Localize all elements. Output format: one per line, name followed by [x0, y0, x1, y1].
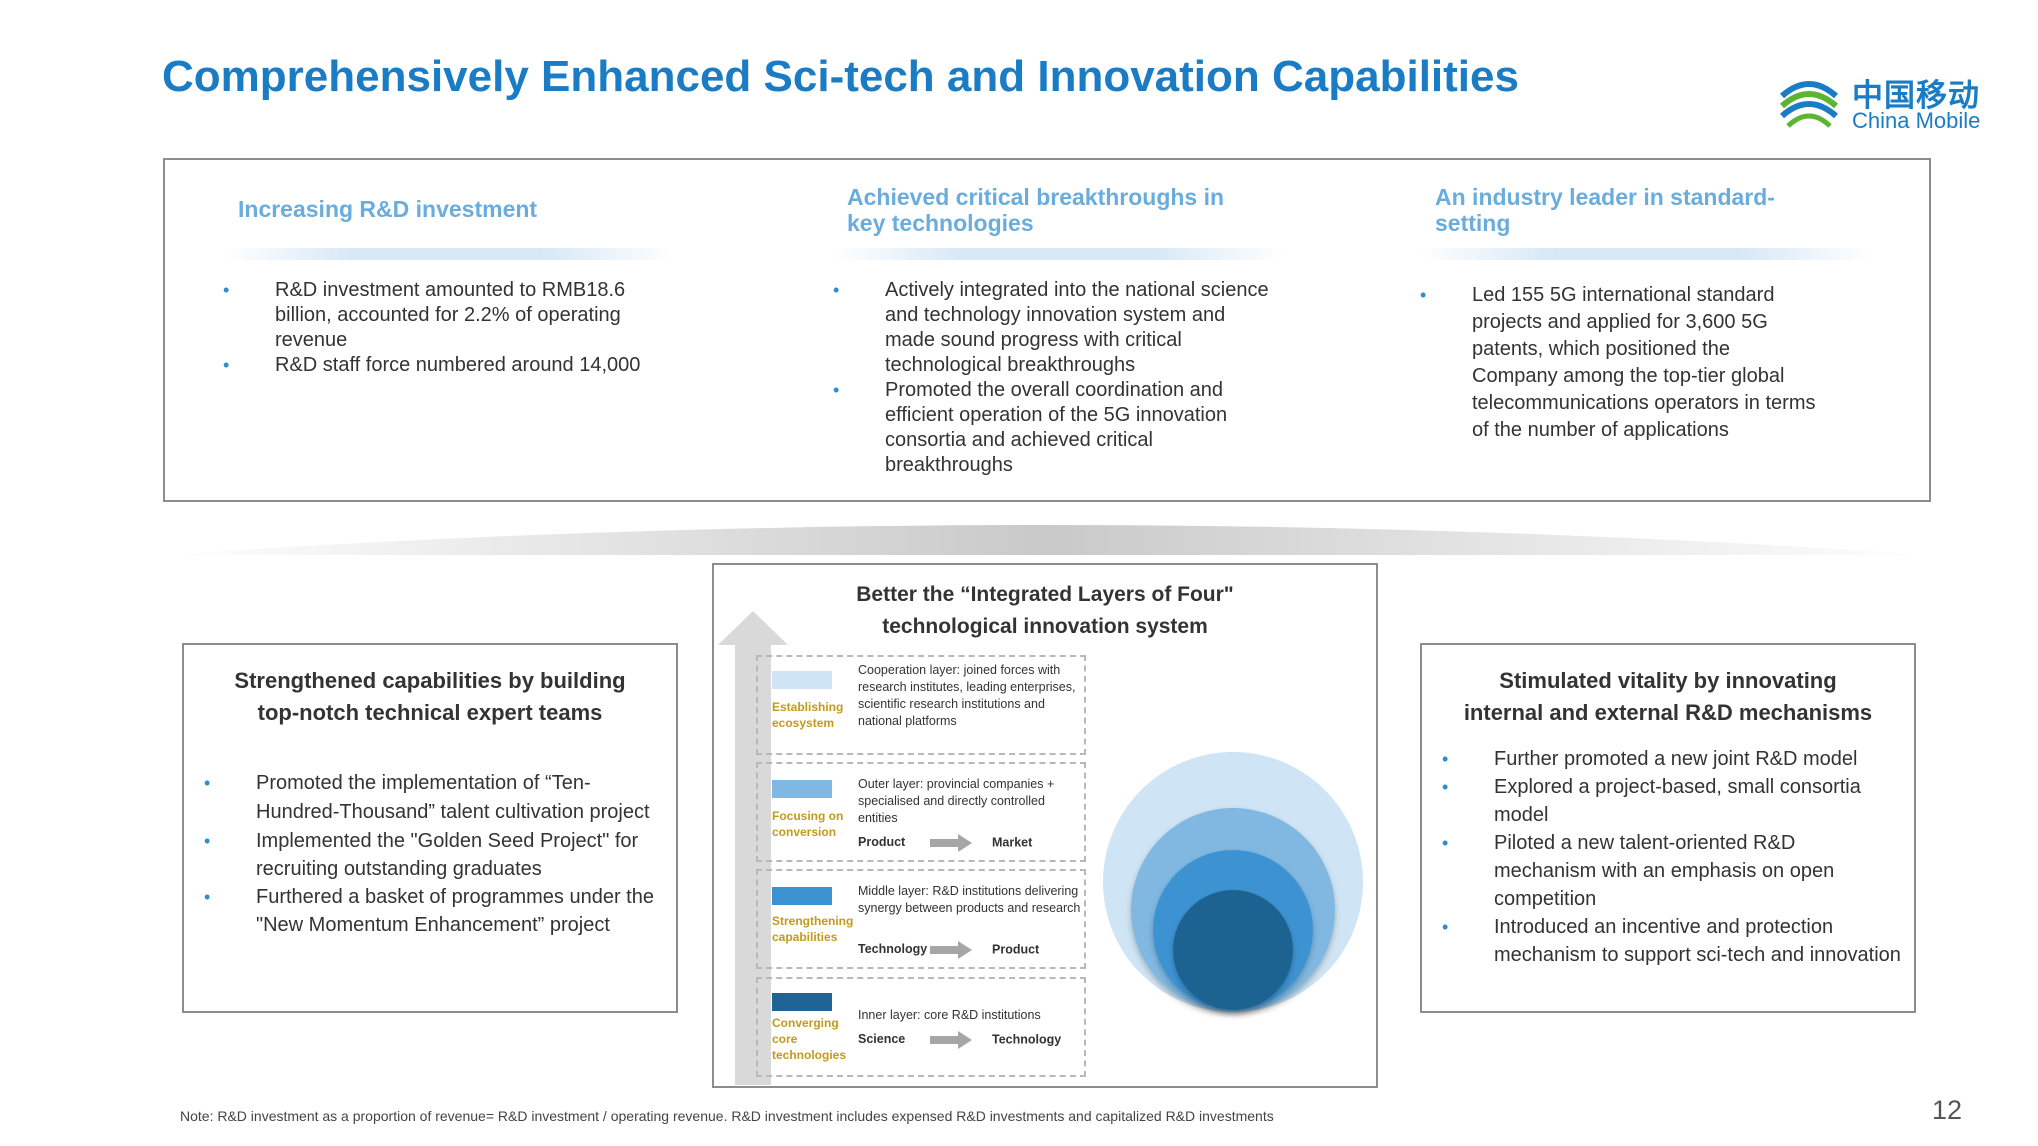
- layer-name: Strengthening capabilities: [772, 914, 854, 944]
- arrow-right-icon: [930, 834, 972, 852]
- right-panel-rd-mechanisms: Stimulated vitality by innovating intern…: [1420, 643, 1916, 1013]
- column-heading-standard-setting: An industry leader in standard-setting: [1435, 184, 1775, 236]
- layer-color-swatch: [772, 671, 832, 689]
- layer-middle: Strengthening capabilities Middle layer:…: [756, 869, 1086, 969]
- left-panel-expert-teams: Strengthened capabilities by building to…: [182, 643, 678, 1013]
- list-item: R&D staff force numbered around 14,000: [223, 353, 643, 378]
- logo-chinese-text: 中国移动: [1852, 78, 1980, 113]
- layer-name: Focusing on conversion: [772, 809, 844, 839]
- page-number: 12: [1932, 1095, 1963, 1125]
- concentric-layers-graphic: [1103, 752, 1363, 1012]
- layer-inner: Converging core technologies Inner layer…: [756, 977, 1086, 1077]
- layer-color-swatch: [772, 887, 832, 905]
- flow-from: Science: [858, 1032, 906, 1047]
- page-title: Comprehensively Enhanced Sci-tech and In…: [162, 52, 1519, 101]
- column-heading-breakthroughs: Achieved critical breakthroughs in key t…: [847, 184, 1225, 236]
- arrow-right-icon: [930, 1031, 972, 1049]
- heading-underline: [833, 248, 1285, 260]
- layer-description: Outer layer: provincial companies + spec…: [858, 777, 1055, 825]
- list-item: R&D investment amounted to RMB18.6 billi…: [223, 278, 643, 353]
- flow-to: Technology: [992, 1032, 1062, 1047]
- column-heading-rd-investment: Increasing R&D investment: [238, 196, 538, 222]
- list-item: Led 155 5G international standard projec…: [1420, 282, 1820, 444]
- list-item: Further promoted a new joint R&D model: [1442, 745, 1902, 773]
- list-item: Piloted a new talent-oriented R&D mechan…: [1442, 829, 1902, 913]
- flow-to: Product: [992, 942, 1040, 957]
- layer-cooperation: Establishing ecosystem Cooperation layer…: [756, 655, 1086, 755]
- list-item: Promoted the overall coordination and ef…: [833, 378, 1278, 478]
- layer-outer: Focusing on conversion Outer layer: prov…: [756, 762, 1086, 862]
- circle-inner-layer: [1173, 890, 1293, 1010]
- bullet-list: Actively integrated into the national sc…: [833, 278, 1278, 478]
- layer-flow: Product Market: [858, 834, 1032, 852]
- arrow-right-icon: [930, 941, 972, 959]
- list-item: Furthered a basket of programmes under t…: [204, 883, 654, 939]
- layer-description: Middle layer: R&D institutions deliverin…: [858, 884, 1081, 915]
- upward-arrow-icon: [718, 611, 788, 1085]
- footnote: Note: R&D investment as a proportion of …: [180, 1108, 1274, 1124]
- layer-name: Converging core technologies: [772, 1016, 847, 1062]
- center-panel-integrated-layers: Better the “Integrated Layers of Four" t…: [712, 563, 1378, 1088]
- list-item: Actively integrated into the national sc…: [833, 278, 1278, 378]
- list-item: Introduced an incentive and protection m…: [1442, 913, 1902, 969]
- bullet-list: Further promoted a new joint R&D model E…: [1442, 745, 1902, 969]
- top-summary-box: Increasing R&D investment R&D investment…: [163, 158, 1931, 502]
- bullet-list: Led 155 5G international standard projec…: [1420, 282, 1820, 444]
- layer-description: Cooperation layer: joined forces with re…: [858, 663, 1076, 728]
- list-item: Promoted the implementation of “Ten-Hund…: [204, 769, 654, 827]
- list-item: Implemented the "Golden Seed Project" fo…: [204, 827, 654, 883]
- heading-underline: [223, 248, 675, 260]
- left-panel-title: Strengthened capabilities by building to…: [234, 668, 626, 725]
- arched-divider: [160, 525, 1932, 555]
- list-item: Explored a project-based, small consorti…: [1442, 773, 1902, 829]
- bullet-list: Promoted the implementation of “Ten-Hund…: [204, 769, 654, 939]
- flow-from: Product: [858, 835, 906, 850]
- flow-from: Technology: [858, 942, 928, 957]
- bullet-list: R&D investment amounted to RMB18.6 billi…: [223, 278, 643, 378]
- flow-to: Market: [992, 835, 1033, 850]
- heading-underline: [1420, 248, 1872, 260]
- logo-english-text: China Mobile: [1852, 108, 1981, 133]
- layer-description: Inner layer: core R&D institutions: [858, 1008, 1041, 1022]
- layer-color-swatch: [772, 993, 832, 1011]
- layer-flow: Science Technology: [858, 1031, 1061, 1049]
- layer-color-swatch: [772, 780, 832, 798]
- layer-flow: Technology Product: [858, 941, 1039, 959]
- center-panel-title: Better the “Integrated Layers of Four" t…: [856, 583, 1234, 638]
- layer-name: Establishing ecosystem: [772, 700, 844, 730]
- right-panel-title: Stimulated vitality by innovating intern…: [1463, 668, 1873, 725]
- china-mobile-logo-icon: [1780, 81, 1838, 128]
